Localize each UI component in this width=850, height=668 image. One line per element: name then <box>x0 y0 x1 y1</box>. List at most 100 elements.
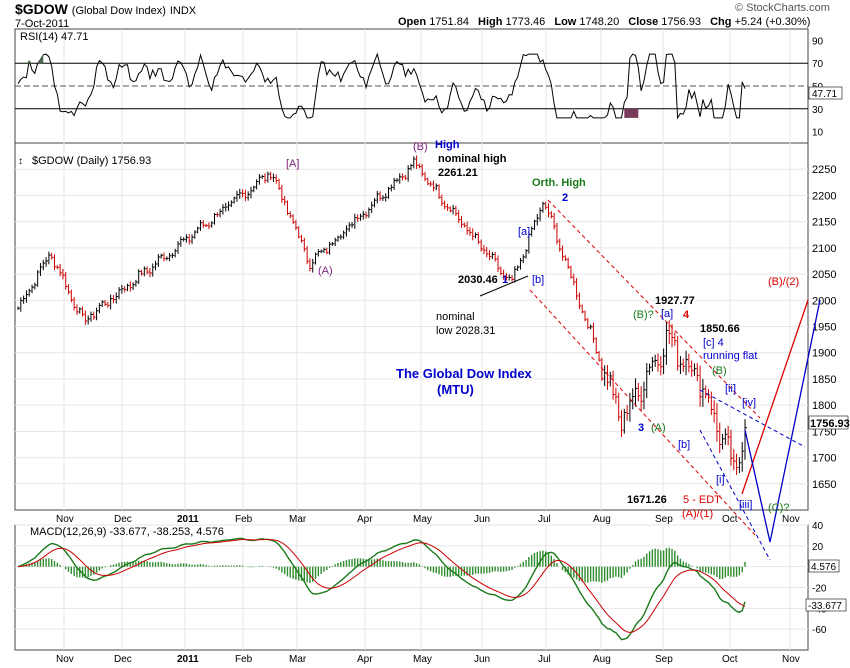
label-nominal-low2: low 2028.31 <box>436 325 495 337</box>
rsi-overbought-fill <box>18 54 44 64</box>
label-wave-B: (B) <box>413 141 428 153</box>
price-y-tick: 2000 <box>812 295 836 307</box>
label-sub-i: [i] <box>716 474 725 486</box>
price-x-tick: Mar <box>289 514 307 525</box>
label-2030: 2030.46 <box>458 274 498 286</box>
rsi-y-tick: 70 <box>812 59 824 70</box>
projection-blue <box>744 299 821 543</box>
label-sub-iii: [iii] <box>739 499 752 511</box>
macd-x-tick: Feb <box>235 654 253 665</box>
hist-current-label: 4.576 <box>811 562 836 573</box>
label-nominal-low: nominal <box>436 311 475 323</box>
macd-x-tick: Sep <box>655 654 673 665</box>
label-1927: 1927.77 <box>655 295 695 307</box>
price-title-icon: ↕ <box>18 156 23 167</box>
macd-x-tick: Jun <box>474 654 490 665</box>
rsi-y-tick: 30 <box>812 105 824 116</box>
macd-histogram <box>20 547 746 583</box>
label-orth-high: Orth. High <box>532 177 586 189</box>
label-sub-a1: [a] <box>518 226 530 238</box>
label-sub-b2: [b] <box>678 439 690 451</box>
label-wave-A-green: (A) <box>651 422 666 434</box>
label-wave-B-green: (B) <box>712 365 727 377</box>
chart-date: 7-Oct-2011 <box>15 18 70 30</box>
label-wave-C: (C)? <box>768 502 789 514</box>
macd-y-tick: 40 <box>812 521 824 532</box>
macd-x-tick: Mar <box>289 654 307 665</box>
price-x-tick: May <box>413 514 432 525</box>
price-y-tick: 1650 <box>812 479 836 491</box>
price-y-tick: 2250 <box>812 164 836 176</box>
label-wave-1: 1 <box>502 274 508 286</box>
ohlc-summary: Open 1751.84 High 1773.46 Low 1748.20 Cl… <box>398 16 810 28</box>
macd-x-tick: May <box>413 654 432 665</box>
macd-x-tick: Apr <box>357 654 373 665</box>
rsi-y-tick: 90 <box>812 36 824 47</box>
channel-mid-blue <box>699 429 771 561</box>
macd-x-tick: Dec <box>114 654 132 665</box>
rsi-current-label: 47.71 <box>812 89 837 100</box>
label-wave-B-q: (B)? <box>633 309 654 321</box>
macd-y-tick: 20 <box>812 542 824 553</box>
last-price-badge <box>808 415 849 430</box>
price-y-tick: 1800 <box>812 400 836 412</box>
nominal-low-line <box>479 275 529 297</box>
exchange: INDX <box>169 5 197 17</box>
label-sub-a2: [a] <box>661 308 673 320</box>
macd-y-tick: -60 <box>812 625 827 636</box>
label-wave-A1: (A)/(1) <box>682 508 713 520</box>
macd-signal-line <box>17 539 746 633</box>
price-x-tick: Sep <box>655 514 673 525</box>
label-wave-3: 3 <box>638 422 644 434</box>
label-title1: The Global Dow Index <box>396 366 533 381</box>
label-high: High <box>435 139 460 151</box>
label-wave-4-red: 4 <box>683 309 690 321</box>
price-y-tick: 1900 <box>812 348 836 360</box>
chg-label: Chg <box>710 16 732 28</box>
rsi-line <box>17 52 746 120</box>
label-nominal-high: nominal high <box>438 153 507 165</box>
label-sub-ii: [ii] <box>725 383 736 395</box>
price-month-axis: Nov Dec 2011 Feb Mar Apr May Jun Jul Aug Sep Oct Nov <box>56 514 800 525</box>
symbol-title: $GDOW (Global Dow Index) INDX <box>15 1 196 17</box>
macd-x-tick: Nov <box>782 654 800 665</box>
macd-month-axis: Nov Dec 2011 Feb Mar Apr May Jun Jul Aug Sep Oct Nov <box>56 654 800 665</box>
label-nominal-high-value: 2261.21 <box>438 167 478 179</box>
macd-current-label: -33.677 <box>808 601 842 612</box>
label-running-flat: running flat <box>703 350 757 362</box>
label-sub-c4: [c] 4 <box>703 337 724 349</box>
label-1671: 1671.26 <box>627 494 667 506</box>
rsi-title: RSI(14) 47.71 <box>20 31 88 43</box>
macd-y-tick: -20 <box>812 584 827 595</box>
rsi-panel: RSI(14) 47.71 47.71 <box>17 31 843 120</box>
projection-red <box>741 299 809 495</box>
label-sub-iv: [iv] <box>742 397 756 409</box>
close-value: 1756.93 <box>661 16 702 28</box>
label-sub-b1: [b] <box>532 274 544 286</box>
price-x-tick: Oct <box>722 514 738 525</box>
macd-x-tick: Aug <box>593 654 611 665</box>
price-y-tick: 2150 <box>812 217 836 229</box>
high-label: High <box>478 16 503 28</box>
price-y-tick: 1850 <box>812 374 836 386</box>
label-1850: 1850.66 <box>700 323 740 335</box>
price-y-tick: 1950 <box>812 322 836 334</box>
open-value: 1751.84 <box>429 16 469 28</box>
macd-title: MACD(12,26,9) -33.677, -38.253, 4.576 <box>30 526 224 538</box>
channel-upper-red <box>547 199 761 419</box>
label-bracket-A: [A] <box>286 158 299 170</box>
high-value: 1773.46 <box>505 16 546 28</box>
hist-badge <box>808 559 840 573</box>
price-x-tick: Jun <box>474 514 490 525</box>
rsi-current-badge <box>808 86 843 100</box>
watermark: © StockCharts.com <box>735 2 830 14</box>
chg-value: +5.24 (+0.30%) <box>734 16 811 28</box>
price-x-tick: Dec <box>114 514 132 525</box>
grid-layer: 1030507090165017001750180018501900195020… <box>15 29 836 650</box>
macd-x-tick: Oct <box>722 654 738 665</box>
price-x-tick: Feb <box>235 514 253 525</box>
label-title2: (MTU) <box>437 382 474 397</box>
rsi-y-tick: 10 <box>812 128 824 139</box>
macd-panel: MACD(12,26,9) -33.677, -38.253, 4.576 4.… <box>17 526 847 641</box>
channel-upper-blue <box>699 389 806 448</box>
